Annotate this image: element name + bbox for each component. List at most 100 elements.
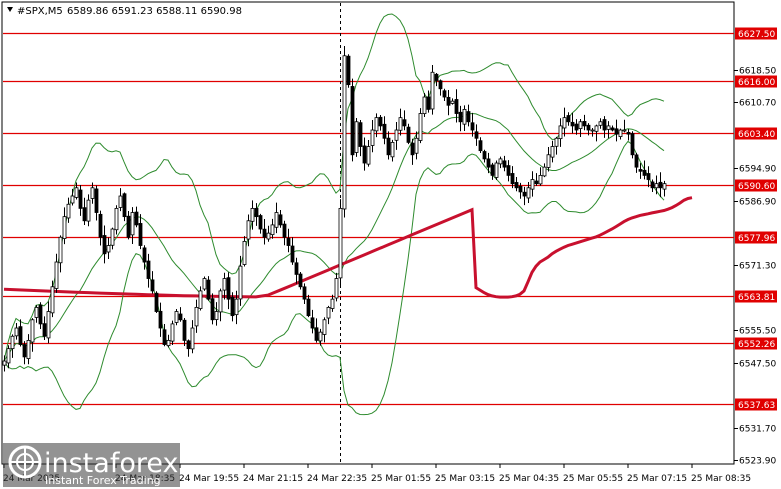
- header-symbol: #SPX,M5: [17, 6, 63, 17]
- candle-body: [334, 278, 339, 299]
- candle-body: [2, 360, 7, 366]
- candle-body: [314, 327, 319, 341]
- candle-body: [262, 228, 267, 238]
- candle-body: [570, 121, 575, 127]
- candle-body: [34, 306, 39, 318]
- candle-body: [22, 344, 27, 358]
- candle-body: [186, 340, 191, 350]
- x-tick-label: 25 Mar 05:55: [563, 474, 623, 484]
- candle-body: [154, 292, 159, 312]
- candle-body: [290, 245, 295, 263]
- candle-body: [354, 121, 359, 153]
- candle-body: [646, 173, 651, 180]
- candle-body: [478, 140, 483, 152]
- moving-average-layer: [3, 196, 693, 299]
- candle-body: [126, 215, 131, 238]
- candle-body: [634, 154, 639, 168]
- candle-body: [598, 121, 603, 126]
- header-triangle-icon: [7, 7, 13, 12]
- candle-body: [654, 183, 659, 189]
- candle-body: [26, 339, 31, 359]
- candle-body: [170, 323, 175, 342]
- candle-body: [390, 141, 395, 158]
- level-label: 6627.50: [738, 30, 775, 40]
- candle-body: [346, 55, 351, 86]
- candle-body: [606, 125, 611, 130]
- candle-body: [194, 306, 199, 327]
- candle-body: [302, 286, 307, 300]
- candle-body: [182, 319, 187, 341]
- candle-body: [62, 216, 67, 239]
- candles-layer: [2, 45, 667, 372]
- logo-tagline: Instant Forex Trading: [45, 474, 161, 487]
- candle-body: [470, 122, 475, 131]
- candle-body: [518, 185, 523, 193]
- candle-body: [110, 228, 115, 246]
- level-label: 6577.96: [738, 234, 775, 244]
- candle-body: [166, 339, 171, 347]
- candle-body: [650, 181, 655, 189]
- candle-body: [310, 317, 315, 329]
- candle-body: [386, 137, 391, 156]
- y-axis-ticks: 6618.50 6610.70 6594.90 6586.90 6571.30 6555.…: [734, 67, 776, 467]
- candle-body: [530, 179, 535, 190]
- level-label-bg: [735, 75, 777, 88]
- candle-body: [134, 211, 139, 226]
- candle-body: [554, 137, 559, 147]
- candle-body: [278, 214, 283, 226]
- x-tick-label: 25 Mar 04:35: [499, 474, 559, 484]
- candle-body: [178, 313, 183, 321]
- candle-body: [474, 131, 479, 139]
- candle-body: [398, 117, 403, 131]
- x-tick-label: 25 Mar 03:15: [435, 474, 495, 484]
- logo-mark-icon: [8, 445, 42, 479]
- level-label: 6616.00: [738, 78, 775, 88]
- candle-body: [618, 129, 623, 137]
- candle-body: [498, 158, 503, 165]
- candle-body: [78, 189, 83, 209]
- candle-body: [626, 131, 631, 135]
- y-tick-label: 6531.70: [739, 425, 776, 435]
- candle-body: [482, 151, 487, 160]
- level-label-bg: [735, 398, 777, 411]
- level-label: 6537.63: [738, 401, 775, 411]
- candle-body: [342, 55, 347, 210]
- candle-body: [514, 182, 519, 189]
- x-tick-label: 25 Mar 01:55: [371, 474, 431, 484]
- x-tick-label: 24 Mar 21:15: [243, 474, 303, 484]
- candle-body: [374, 117, 379, 132]
- candle-body: [566, 115, 571, 123]
- level-label: 6563.81: [738, 293, 775, 303]
- candle-body: [266, 232, 271, 240]
- candle-body: [486, 158, 491, 168]
- candle-body: [218, 290, 223, 313]
- candle-body: [430, 71, 435, 110]
- candle-body: [526, 187, 531, 199]
- candle-body: [18, 326, 23, 345]
- candle-body: [66, 203, 71, 219]
- candle-body: [590, 129, 595, 132]
- moving-average-line: [3, 196, 693, 299]
- candle-body: [586, 124, 591, 131]
- candle-body: [466, 111, 471, 123]
- candle-body: [438, 80, 443, 90]
- level-label-bg: [735, 290, 777, 303]
- level-label-bg: [735, 337, 777, 350]
- candle-body: [562, 117, 567, 129]
- candle-body: [222, 278, 227, 291]
- y-tick-label: 6571.30: [739, 262, 776, 272]
- candle-body: [434, 73, 439, 81]
- candle-body: [38, 304, 43, 325]
- candle-body: [146, 260, 151, 279]
- bollinger-upper-band: [3, 13, 665, 362]
- candle-body: [578, 121, 583, 129]
- level-label-bg: [735, 127, 777, 140]
- y-tick-label: 6594.90: [739, 165, 776, 175]
- candle-body: [94, 188, 99, 213]
- candle-body: [642, 169, 647, 176]
- candle-body: [410, 142, 415, 156]
- candle-body: [270, 224, 275, 236]
- candle-body: [522, 191, 527, 197]
